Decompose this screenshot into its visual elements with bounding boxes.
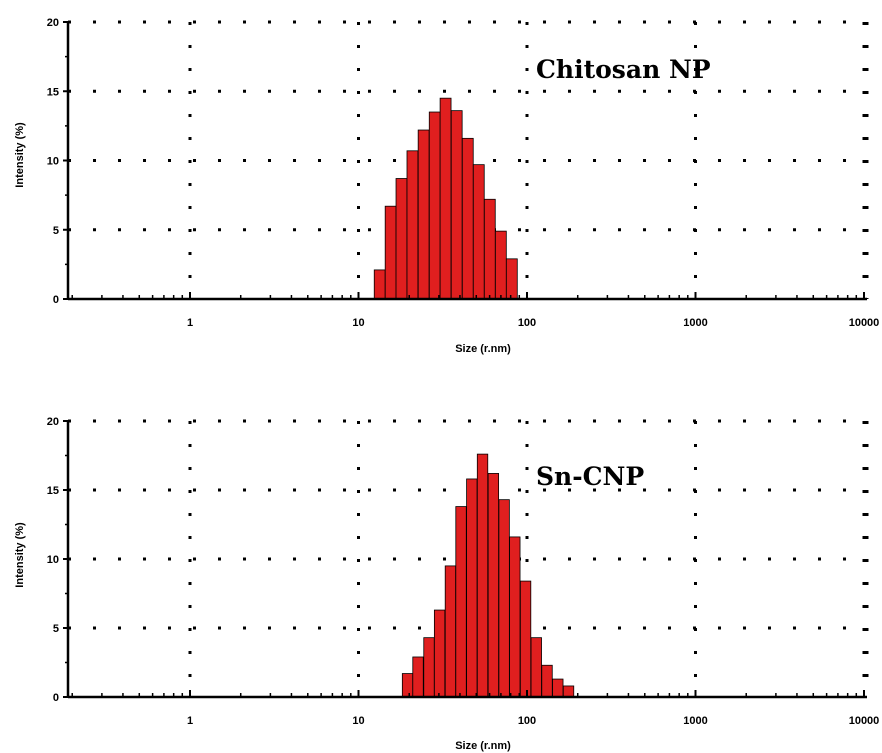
histogram-bar <box>461 137 474 300</box>
y-tick-label: 5 <box>53 623 59 635</box>
histogram-bar <box>428 111 441 300</box>
y-tick-label: 10 <box>47 156 59 168</box>
x-axis-title: Size (r.nm) <box>455 740 511 752</box>
histogram-bar <box>417 129 430 300</box>
x-tick-label: 10 <box>352 317 364 329</box>
histogram-bar <box>483 198 496 300</box>
histogram-bar <box>494 230 507 300</box>
histogram-bar <box>541 664 553 698</box>
histogram-bar <box>472 164 485 300</box>
histogram-bar <box>423 637 435 698</box>
histogram-bar <box>530 637 542 698</box>
histogram-bar <box>444 565 457 698</box>
panel-title: Sn-CNP <box>536 462 644 491</box>
x-tick-label: 10 <box>352 715 364 727</box>
y-tick-label: 0 <box>53 692 59 704</box>
histogram-bar <box>509 536 521 698</box>
histogram-bar <box>412 656 424 698</box>
y-tick-label: 0 <box>53 294 59 306</box>
x-tick-label: 100 <box>518 317 536 329</box>
chart-panel-chitosan: Chitosan NP Intensity (%) Size (r.nm) 0 5… <box>14 17 879 355</box>
y-tick-label: 10 <box>47 554 59 566</box>
histogram-bar <box>439 97 452 300</box>
histogram-bar <box>401 673 414 698</box>
chart-panel-sn-cnp: Sn-CNP Intensity (%) Size (r.nm) 0 5 10 15 2… <box>14 416 879 752</box>
histogram-bar <box>498 499 510 698</box>
histogram-bar <box>562 685 575 698</box>
x-tick-label: 1 <box>187 715 193 727</box>
y-axis-title: Intensity (%) <box>14 522 26 588</box>
histogram-bar <box>373 269 386 300</box>
x-tick-label: 100 <box>518 715 536 727</box>
histogram-bar <box>384 205 397 300</box>
x-tick-label: 10000 <box>849 715 880 727</box>
x-tick-label: 1 <box>187 317 193 329</box>
y-axis-title: Intensity (%) <box>14 122 26 188</box>
histogram-bar <box>519 580 532 698</box>
histogram-bar <box>406 150 419 300</box>
panel-title: Chitosan NP <box>536 55 711 84</box>
y-tick-label: 20 <box>47 17 59 29</box>
y-tick-label: 5 <box>53 225 59 237</box>
histogram-bar <box>450 110 463 300</box>
histogram-bar <box>433 609 446 698</box>
histogram-bar <box>552 678 564 698</box>
histogram-bar <box>505 258 518 300</box>
histogram-bar <box>395 178 408 300</box>
histogram-bar <box>455 506 467 698</box>
x-axis-title: Size (r.nm) <box>455 343 511 355</box>
y-tick-label: 15 <box>47 86 59 98</box>
histogram-bar <box>487 473 500 698</box>
y-tick-label: 20 <box>47 416 59 428</box>
histogram-bar <box>466 478 478 698</box>
y-tick-label: 15 <box>47 485 59 497</box>
grid <box>68 20 869 299</box>
x-tick-label: 1000 <box>683 715 707 727</box>
x-tick-label: 1000 <box>683 317 707 329</box>
histogram-bar <box>476 453 489 698</box>
x-tick-label: 10000 <box>849 317 880 329</box>
